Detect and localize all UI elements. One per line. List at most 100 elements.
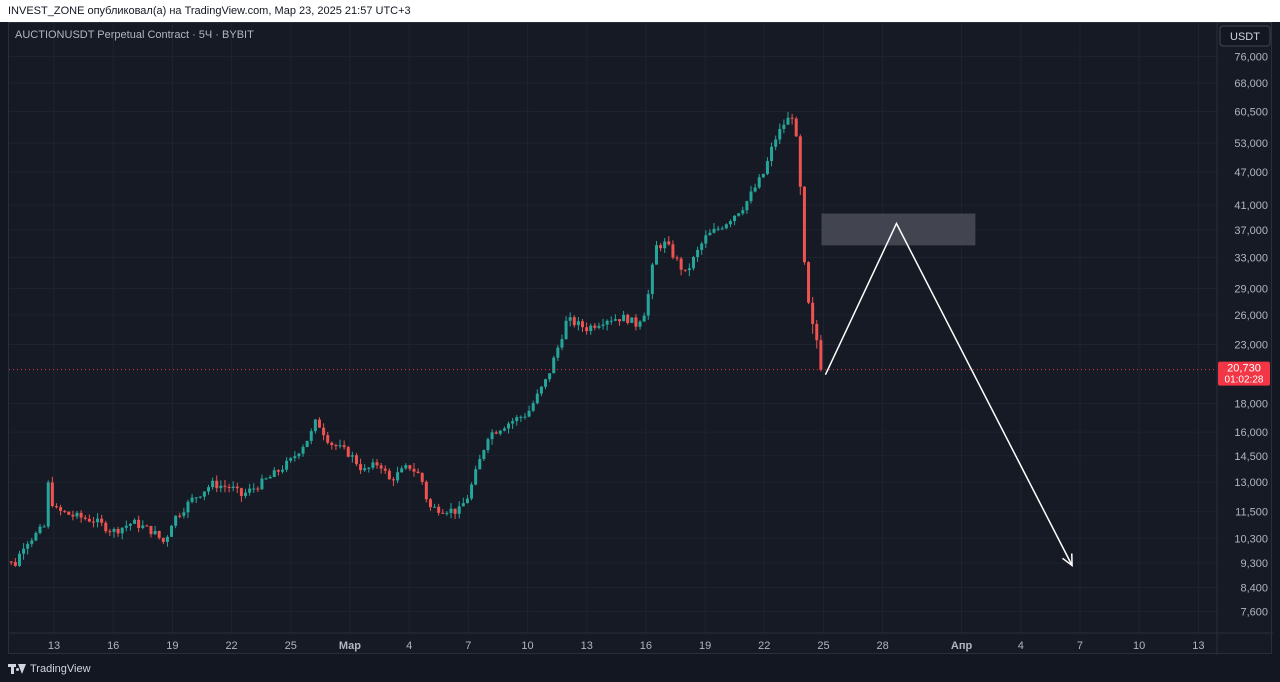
candle-body bbox=[552, 357, 556, 374]
candle-body bbox=[71, 514, 75, 517]
projection-arrow-path bbox=[824, 221, 1073, 566]
candle-body bbox=[268, 476, 272, 479]
candle-body bbox=[424, 481, 428, 500]
candle-body bbox=[453, 508, 457, 514]
currency-button[interactable] bbox=[1219, 25, 1271, 47]
candle-body bbox=[297, 453, 301, 457]
candle-body bbox=[650, 264, 654, 294]
candle-body bbox=[34, 532, 38, 541]
candle-body bbox=[593, 325, 597, 328]
candle-body bbox=[350, 455, 354, 457]
candle-body bbox=[387, 470, 391, 480]
candle-body bbox=[30, 540, 34, 544]
chart-frame: 76,000 68,000 60,500 53,000 47,000 41,000 37,0… bbox=[0, 22, 1280, 660]
tradingview-logo[interactable]: TradingView bbox=[8, 661, 91, 677]
candle-body bbox=[445, 512, 449, 514]
candle-body bbox=[515, 417, 519, 422]
candle-body bbox=[601, 324, 605, 326]
candle-body bbox=[544, 379, 548, 387]
price-chart[interactable]: 76,000 68,000 60,500 53,000 47,000 41,000 37,0… bbox=[9, 23, 1273, 655]
candle-body bbox=[317, 419, 321, 428]
candle-body bbox=[367, 467, 371, 469]
candle-body bbox=[231, 486, 235, 489]
candle-body bbox=[556, 347, 560, 358]
time-tick-label: 22 bbox=[758, 640, 770, 652]
candle-body bbox=[667, 241, 671, 245]
candle-body bbox=[174, 515, 178, 526]
candle-body bbox=[679, 258, 683, 270]
candle-body bbox=[252, 488, 256, 490]
resistance-zone bbox=[821, 213, 976, 246]
candle-body bbox=[383, 468, 387, 471]
candle-body bbox=[659, 245, 663, 249]
candle-body bbox=[219, 485, 223, 489]
candle-body bbox=[391, 479, 395, 481]
time-tick-label: 10 bbox=[1133, 640, 1145, 652]
candle-body bbox=[737, 213, 741, 216]
candle-body bbox=[42, 526, 46, 528]
candle-body bbox=[815, 323, 819, 341]
candle-body bbox=[461, 503, 465, 507]
candle-body bbox=[687, 268, 691, 271]
candle-body bbox=[753, 187, 757, 192]
candle-body bbox=[716, 228, 720, 230]
candle-body bbox=[338, 445, 342, 447]
candle-body bbox=[412, 468, 416, 472]
candle-body bbox=[359, 464, 363, 471]
candle-body bbox=[256, 488, 260, 490]
candle-body bbox=[63, 510, 67, 512]
candle-body bbox=[223, 485, 227, 487]
candle-body bbox=[330, 442, 334, 446]
time-tick-label: 19 bbox=[166, 640, 178, 652]
chart-panel[interactable]: 76,000 68,000 60,500 53,000 47,000 41,000 37,0… bbox=[8, 22, 1273, 655]
candle-body bbox=[260, 478, 264, 490]
candle-body bbox=[478, 458, 482, 470]
candle-body bbox=[486, 439, 490, 451]
candle-body bbox=[182, 512, 186, 516]
price-tick-label: 53,000 bbox=[1234, 138, 1268, 150]
candle-body bbox=[313, 419, 317, 432]
footer-bar: TradingView bbox=[0, 656, 1280, 682]
candle-body bbox=[761, 173, 765, 178]
candle-body bbox=[494, 432, 498, 434]
candle-body bbox=[396, 472, 400, 481]
candle-body bbox=[700, 243, 704, 250]
candle-body bbox=[128, 523, 132, 526]
candle-body bbox=[626, 314, 630, 323]
candle-body bbox=[671, 244, 675, 258]
candle-body bbox=[420, 473, 424, 482]
candle-body bbox=[490, 432, 494, 440]
candle-body bbox=[634, 317, 638, 327]
candle-body bbox=[708, 232, 712, 236]
candle-body bbox=[782, 124, 786, 129]
candle-body bbox=[794, 118, 798, 137]
candle-body bbox=[416, 471, 420, 474]
candle-body bbox=[293, 456, 297, 459]
price-tick-label: 13,000 bbox=[1234, 477, 1268, 489]
candle-body bbox=[375, 462, 379, 466]
candle-body bbox=[198, 496, 202, 498]
candle-body bbox=[539, 386, 543, 394]
candle-body bbox=[67, 511, 71, 515]
candle-body bbox=[770, 146, 774, 162]
symbol-title: AUCTIONUSDT Perpetual Contract · 5Ч · BY… bbox=[15, 29, 254, 41]
candle-body bbox=[683, 269, 687, 271]
candle-body bbox=[408, 465, 412, 469]
candle-body bbox=[190, 497, 194, 502]
candle-body bbox=[720, 228, 724, 230]
candle-body bbox=[59, 507, 63, 511]
candle-body bbox=[502, 428, 506, 431]
candle-body bbox=[104, 522, 108, 532]
candle-body bbox=[441, 512, 445, 514]
price-tick-label: 76,000 bbox=[1234, 51, 1268, 63]
candle-body bbox=[239, 488, 243, 496]
price-tick-label: 29,000 bbox=[1234, 284, 1268, 296]
candle-body bbox=[498, 430, 502, 434]
candle-body bbox=[622, 314, 626, 322]
price-tick-label: 10,300 bbox=[1234, 533, 1268, 545]
candle-body bbox=[663, 241, 667, 249]
time-axis-labels: 13 16 19 22 25 Мар 4 7 10 13 16 19 22 25 28 Апр 4 7 10 13 bbox=[48, 640, 1205, 652]
time-tick-label: 25 bbox=[817, 640, 829, 652]
candle-body bbox=[400, 468, 404, 473]
candle-body bbox=[112, 528, 116, 532]
